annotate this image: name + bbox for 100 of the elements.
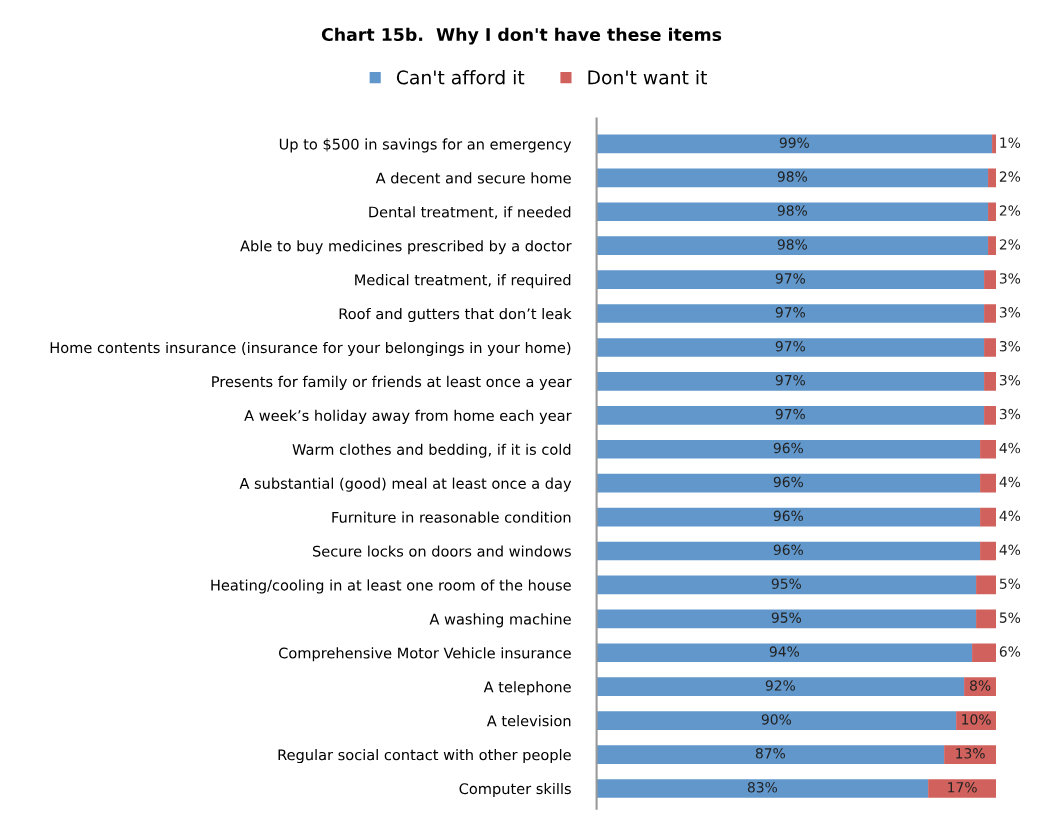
y-tick-label: Presents for family or friends at least once a year	[212, 375, 572, 390]
bar	[988, 236, 997, 256]
bar	[972, 643, 997, 663]
y-tick-label: Regular social contact with other people	[278, 749, 571, 764]
data-label: 96%	[773, 442, 804, 454]
bar	[596, 779, 929, 798]
bar	[596, 270, 985, 289]
data-label: 96%	[773, 476, 804, 488]
data-label: 94%	[769, 646, 800, 657]
bar	[928, 779, 997, 798]
bar	[980, 507, 997, 527]
y-tick-label: Furniture in reasonable condition	[332, 511, 571, 523]
bar	[596, 202, 989, 222]
bar	[596, 711, 957, 730]
bar	[596, 134, 993, 154]
bar	[596, 372, 985, 391]
y-tick-label: Secure locks on doors and windows	[312, 545, 571, 557]
y-tick-label: Heating/cooling in at least one room of the house	[211, 579, 571, 594]
data-label: 10%	[962, 714, 991, 725]
data-label: 99%	[779, 137, 809, 148]
data-label: 87%	[755, 748, 786, 759]
data-label: 90%	[761, 714, 792, 725]
bar	[988, 202, 997, 222]
data-label: 8%	[970, 680, 991, 691]
data-label: 17%	[948, 782, 977, 793]
data-label: 2%	[999, 205, 1021, 216]
bar	[596, 304, 985, 323]
data-label: 13%	[956, 748, 985, 759]
y-tick-label: Able to buy medicines prescribed by a doctor	[240, 240, 572, 255]
data-label: 2%	[999, 171, 1021, 182]
bar	[980, 541, 997, 561]
bar	[596, 745, 945, 764]
data-label: 4%	[999, 544, 1021, 556]
data-label: 97%	[775, 273, 806, 284]
bar	[988, 168, 997, 188]
bar	[596, 575, 977, 595]
legend-label: Don't want it	[588, 69, 707, 85]
bar	[944, 745, 997, 764]
data-label: 97%	[775, 374, 806, 386]
bar	[984, 372, 997, 391]
y-tick-label: A telephone	[483, 681, 571, 696]
bar	[596, 609, 977, 629]
data-label: 6%	[999, 646, 1021, 657]
bar	[596, 677, 965, 697]
data-label: 98%	[777, 205, 807, 216]
bar	[596, 439, 981, 459]
bar	[976, 609, 997, 629]
data-label: 5%	[999, 612, 1021, 623]
y-tick-label: A decent and secure home	[375, 172, 571, 184]
bar	[596, 473, 981, 493]
y-tick-label: A television	[486, 715, 571, 727]
data-label: 98%	[777, 239, 807, 250]
data-label: 97%	[775, 307, 806, 318]
bar	[596, 643, 973, 663]
bar	[984, 270, 997, 289]
data-label: 3%	[999, 273, 1021, 284]
y-tick-label: Computer skills	[459, 782, 571, 798]
data-label: 96%	[773, 510, 804, 522]
data-label: 96%	[773, 544, 804, 556]
bar	[596, 338, 985, 357]
data-label: 83%	[747, 782, 778, 793]
data-label: 5%	[999, 578, 1021, 589]
data-label: 3%	[999, 307, 1021, 318]
data-label: 4%	[999, 476, 1021, 488]
bar	[984, 338, 997, 357]
y-tick-label: Up to $500 in savings for an emergency	[279, 138, 572, 153]
bar	[596, 405, 985, 425]
bar	[596, 507, 981, 527]
y-tick-label: Comprehensive Motor Vehicle insurance	[278, 647, 571, 662]
data-label: 97%	[775, 340, 806, 352]
chart-title: Chart 15b. Why I don't have these items	[321, 27, 722, 45]
bar	[980, 439, 997, 459]
bar	[596, 236, 989, 256]
data-label: 92%	[765, 680, 796, 691]
bar	[956, 711, 997, 730]
y-tick-label: Warm clothes and bedding, if it is cold	[292, 443, 571, 458]
y-tick-label: A washing machine	[429, 613, 571, 628]
data-label: 4%	[999, 510, 1021, 522]
bar	[984, 405, 997, 425]
data-label: 95%	[771, 578, 802, 589]
data-label: 95%	[771, 612, 802, 623]
y-tick-label: A substantial (good) meal at least once a day	[239, 477, 572, 492]
bar	[984, 304, 997, 323]
y-tick-label: Medical treatment, if required	[355, 274, 571, 289]
bar	[992, 134, 997, 154]
bar	[596, 168, 989, 188]
y-tick-label: A week’s holiday away from home each year	[244, 409, 572, 424]
data-label: 98%	[777, 171, 807, 182]
bar	[976, 575, 997, 595]
data-label: 3%	[999, 340, 1021, 352]
data-label: 2%	[999, 239, 1021, 250]
data-label: 1%	[1000, 137, 1021, 148]
y-tick-label: Roof and gutters that don’t leak	[339, 307, 572, 323]
data-label: 3%	[999, 374, 1021, 386]
y-tick-label: Dental treatment, if needed	[369, 206, 571, 219]
bar	[596, 541, 981, 561]
data-label: 3%	[999, 408, 1021, 420]
legend-label: Can't afford it	[396, 69, 525, 85]
data-label: 97%	[775, 408, 806, 420]
y-tick-label: Home contents insurance (insurance for your belongings in your home)	[50, 341, 571, 357]
